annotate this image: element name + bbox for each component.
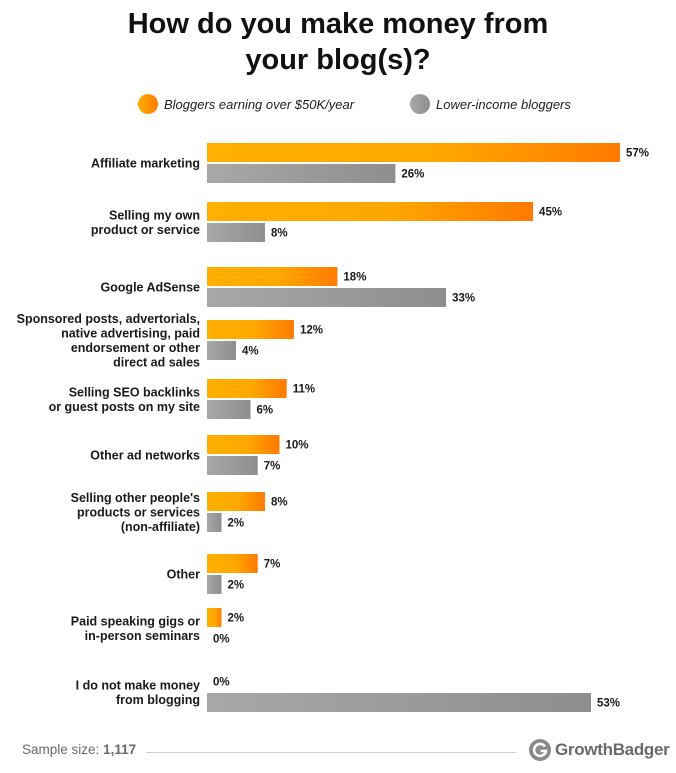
category-label: Other ad networks — [90, 449, 200, 463]
category-label-line: Affiliate marketing — [91, 157, 200, 171]
legend: Bloggers earning over $50K/year Lower-in… — [0, 94, 676, 116]
bar-low-income — [207, 693, 592, 712]
category-label-line: Selling SEO backlinks — [69, 385, 200, 399]
chart-title-line-2: your blog(s)? — [245, 44, 431, 76]
bar-low-income — [207, 164, 396, 183]
bar-high-income — [207, 202, 534, 221]
value-label-low-income: 2% — [227, 518, 244, 530]
value-label-high-income: 7% — [264, 559, 281, 571]
category-label: Paid speaking gigs or in-person seminars — [71, 614, 200, 643]
chart-title: How do you make money from your blog(s)? — [0, 6, 676, 78]
category-label-line: (non-affiliate) — [121, 520, 200, 534]
legend-swatch-orange — [138, 94, 158, 114]
value-label-low-income: 6% — [256, 405, 273, 417]
bar-low-income — [207, 575, 222, 594]
value-label-high-income: 45% — [539, 207, 562, 219]
category-label-line: Sponsored posts, advertorials, — [17, 312, 200, 326]
value-label-high-income: 18% — [343, 272, 366, 284]
bar-high-income — [207, 608, 222, 627]
category-label-line: Selling other people's — [71, 491, 200, 505]
value-label-high-income: 12% — [300, 325, 323, 337]
brand-name: GrowthBadger — [555, 740, 670, 759]
legend-label-high-income: Bloggers earning over $50K/year — [164, 96, 355, 112]
sample-size: Sample size: 1,117 — [22, 742, 136, 757]
category-label-line: Paid speaking gigs or — [71, 614, 200, 628]
value-label-low-income: 26% — [401, 169, 424, 181]
legend-item-high-income: Bloggers earning over $50K/year — [138, 94, 354, 114]
value-label-high-income: 57% — [626, 148, 649, 160]
category-label-line: Google AdSense — [100, 281, 200, 295]
brand: GrowthBadger — [528, 738, 670, 762]
category-label: Other — [167, 568, 200, 582]
category-label-line: native advertising, paid — [61, 326, 200, 340]
legend-label-low-income: Lower-income bloggers — [436, 96, 571, 112]
category-label: Selling SEO backlinks or guest posts on m… — [49, 385, 200, 414]
legend-swatch-gray — [410, 94, 430, 114]
value-label-low-income: 4% — [242, 346, 259, 358]
sample-size-label: Sample size: — [22, 742, 100, 757]
value-label-high-income: 11% — [293, 384, 315, 396]
sample-size-value: 1,117 — [103, 742, 137, 757]
footer-divider — [146, 752, 516, 753]
category-label-line: or guest posts on my site — [49, 400, 200, 414]
chart-title-line-1: How do you make money from — [127, 8, 549, 40]
category-label-line: product or service — [91, 223, 200, 237]
bar-high-income — [207, 435, 280, 454]
bar-high-income — [207, 143, 620, 162]
bar-low-income — [207, 341, 236, 360]
category-label: I do not make money from blogging — [76, 678, 200, 707]
bar-high-income — [207, 554, 258, 573]
value-label-low-income: 53% — [597, 698, 620, 710]
category-label-line: endorsement or other — [71, 341, 200, 355]
growthbadger-logo-icon — [529, 739, 551, 761]
value-label-high-income: 2% — [227, 613, 244, 625]
category-label: Google AdSense — [100, 281, 200, 295]
value-label-high-income: 10% — [285, 440, 308, 452]
value-label-low-income: 2% — [227, 580, 244, 592]
category-label-line: products or services — [77, 506, 200, 520]
bar-high-income — [207, 379, 287, 398]
bar-high-income — [207, 267, 338, 286]
bar-low-income — [207, 223, 265, 242]
category-label: Selling my own product or service — [91, 208, 200, 237]
category-label-line: in-person seminars — [85, 629, 200, 643]
bar-low-income — [207, 288, 447, 307]
bar-low-income — [207, 513, 222, 532]
category-label-line: I do not make money — [76, 678, 200, 692]
category-label: Selling other people's products or servic… — [71, 491, 200, 534]
category-label: Sponsored posts, advertorials, native adv… — [17, 312, 201, 370]
bar-low-income — [207, 456, 258, 475]
value-label-low-income: 33% — [452, 293, 475, 305]
value-label-low-income: 8% — [271, 228, 288, 240]
value-label-low-income: 0% — [213, 634, 230, 646]
bar-low-income — [207, 400, 251, 419]
bar-high-income — [207, 320, 294, 339]
category-label-line: Selling my own — [109, 208, 200, 222]
category-label-line: Other ad networks — [90, 449, 200, 463]
value-label-high-income: 0% — [213, 677, 230, 689]
category-label-line: direct ad sales — [113, 355, 200, 369]
bar-high-income — [207, 492, 265, 511]
category-label-line: from blogging — [116, 693, 200, 707]
category-label: Affiliate marketing — [91, 157, 200, 171]
value-label-low-income: 7% — [264, 461, 281, 473]
category-label-line: Other — [167, 568, 200, 582]
value-label-high-income: 8% — [271, 497, 288, 509]
legend-item-low-income: Lower-income bloggers — [410, 94, 571, 114]
